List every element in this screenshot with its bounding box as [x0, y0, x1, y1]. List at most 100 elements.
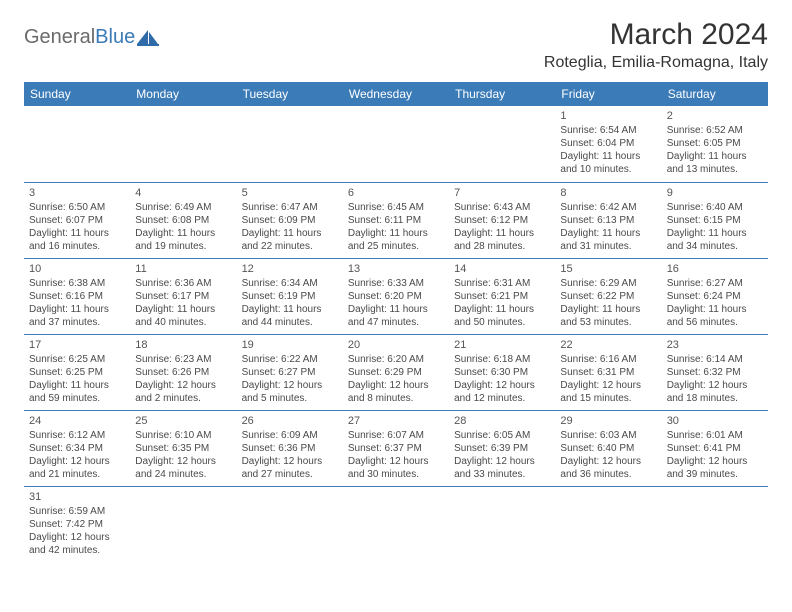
daylight1-text: Daylight: 12 hours: [454, 379, 550, 392]
sunrise-text: Sunrise: 6:40 AM: [667, 201, 763, 214]
daylight1-text: Daylight: 11 hours: [348, 303, 444, 316]
day-cell: 6Sunrise: 6:45 AMSunset: 6:11 PMDaylight…: [343, 182, 449, 258]
sunrise-text: Sunrise: 6:23 AM: [135, 353, 231, 366]
day-cell: 12Sunrise: 6:34 AMSunset: 6:19 PMDayligh…: [237, 258, 343, 334]
daylight2-text: and 8 minutes.: [348, 392, 444, 405]
sunrise-text: Sunrise: 6:34 AM: [242, 277, 338, 290]
day-cell: 9Sunrise: 6:40 AMSunset: 6:15 PMDaylight…: [662, 182, 768, 258]
daylight1-text: Daylight: 11 hours: [135, 227, 231, 240]
sunset-text: Sunset: 6:05 PM: [667, 137, 763, 150]
sunrise-text: Sunrise: 6:33 AM: [348, 277, 444, 290]
calendar-table: SundayMondayTuesdayWednesdayThursdayFrid…: [24, 82, 768, 562]
day-number: 10: [29, 262, 125, 276]
daylight2-text: and 37 minutes.: [29, 316, 125, 329]
daylight2-text: and 5 minutes.: [242, 392, 338, 405]
day-cell: 16Sunrise: 6:27 AMSunset: 6:24 PMDayligh…: [662, 258, 768, 334]
weekday-header: Saturday: [662, 82, 768, 106]
day-cell: 1Sunrise: 6:54 AMSunset: 6:04 PMDaylight…: [555, 106, 661, 182]
daylight2-text: and 21 minutes.: [29, 468, 125, 481]
daylight2-text: and 36 minutes.: [560, 468, 656, 481]
sunset-text: Sunset: 6:13 PM: [560, 214, 656, 227]
daylight1-text: Daylight: 11 hours: [135, 303, 231, 316]
empty-cell: [343, 106, 449, 182]
day-number: 21: [454, 338, 550, 352]
daylight2-text: and 34 minutes.: [667, 240, 763, 253]
day-number: 3: [29, 186, 125, 200]
sunrise-text: Sunrise: 6:52 AM: [667, 124, 763, 137]
month-title: March 2024: [544, 18, 768, 52]
day-cell: 20Sunrise: 6:20 AMSunset: 6:29 PMDayligh…: [343, 334, 449, 410]
day-cell: 21Sunrise: 6:18 AMSunset: 6:30 PMDayligh…: [449, 334, 555, 410]
day-number: 30: [667, 414, 763, 428]
day-cell: 17Sunrise: 6:25 AMSunset: 6:25 PMDayligh…: [24, 334, 130, 410]
day-cell: 28Sunrise: 6:05 AMSunset: 6:39 PMDayligh…: [449, 410, 555, 486]
sunset-text: Sunset: 6:30 PM: [454, 366, 550, 379]
daylight2-text: and 39 minutes.: [667, 468, 763, 481]
sunset-text: Sunset: 6:39 PM: [454, 442, 550, 455]
weekday-header: Friday: [555, 82, 661, 106]
daylight2-text: and 27 minutes.: [242, 468, 338, 481]
daylight2-text: and 13 minutes.: [667, 163, 763, 176]
day-cell: 13Sunrise: 6:33 AMSunset: 6:20 PMDayligh…: [343, 258, 449, 334]
sunrise-text: Sunrise: 6:25 AM: [29, 353, 125, 366]
calendar-head: SundayMondayTuesdayWednesdayThursdayFrid…: [24, 82, 768, 106]
daylight2-text: and 15 minutes.: [560, 392, 656, 405]
day-number: 31: [29, 490, 125, 504]
daylight1-text: Daylight: 11 hours: [560, 150, 656, 163]
day-number: 13: [348, 262, 444, 276]
daylight1-text: Daylight: 11 hours: [29, 379, 125, 392]
daylight1-text: Daylight: 12 hours: [560, 455, 656, 468]
day-number: 22: [560, 338, 656, 352]
day-cell: 25Sunrise: 6:10 AMSunset: 6:35 PMDayligh…: [130, 410, 236, 486]
weekday-header: Sunday: [24, 82, 130, 106]
title-block: March 2024 Roteglia, Emilia-Romagna, Ita…: [544, 18, 768, 72]
sunset-text: Sunset: 6:26 PM: [135, 366, 231, 379]
sunset-text: Sunset: 6:32 PM: [667, 366, 763, 379]
sunrise-text: Sunrise: 6:10 AM: [135, 429, 231, 442]
sunrise-text: Sunrise: 6:03 AM: [560, 429, 656, 442]
daylight1-text: Daylight: 11 hours: [560, 227, 656, 240]
sunset-text: Sunset: 6:29 PM: [348, 366, 444, 379]
empty-cell: [24, 106, 130, 182]
daylight2-text: and 28 minutes.: [454, 240, 550, 253]
empty-cell: [555, 486, 661, 562]
empty-cell: [237, 106, 343, 182]
day-cell: 24Sunrise: 6:12 AMSunset: 6:34 PMDayligh…: [24, 410, 130, 486]
empty-cell: [449, 486, 555, 562]
sunset-text: Sunset: 6:16 PM: [29, 290, 125, 303]
daylight1-text: Daylight: 12 hours: [29, 531, 125, 544]
day-number: 26: [242, 414, 338, 428]
daylight1-text: Daylight: 12 hours: [242, 379, 338, 392]
day-number: 24: [29, 414, 125, 428]
empty-cell: [343, 486, 449, 562]
sunset-text: Sunset: 6:37 PM: [348, 442, 444, 455]
sunrise-text: Sunrise: 6:20 AM: [348, 353, 444, 366]
day-number: 1: [560, 109, 656, 123]
calendar-row: 3Sunrise: 6:50 AMSunset: 6:07 PMDaylight…: [24, 182, 768, 258]
day-cell: 4Sunrise: 6:49 AMSunset: 6:08 PMDaylight…: [130, 182, 236, 258]
logo-text-blue: Blue: [95, 26, 135, 48]
daylight2-text: and 40 minutes.: [135, 316, 231, 329]
daylight2-text: and 30 minutes.: [348, 468, 444, 481]
daylight1-text: Daylight: 11 hours: [667, 150, 763, 163]
daylight1-text: Daylight: 12 hours: [135, 379, 231, 392]
weekday-header: Wednesday: [343, 82, 449, 106]
day-cell: 2Sunrise: 6:52 AMSunset: 6:05 PMDaylight…: [662, 106, 768, 182]
logo-text: GeneralBlue: [24, 26, 135, 49]
sunset-text: Sunset: 6:22 PM: [560, 290, 656, 303]
sunset-text: Sunset: 6:41 PM: [667, 442, 763, 455]
day-number: 18: [135, 338, 231, 352]
sunset-text: Sunset: 6:36 PM: [242, 442, 338, 455]
day-number: 9: [667, 186, 763, 200]
sunset-text: Sunset: 6:21 PM: [454, 290, 550, 303]
daylight1-text: Daylight: 12 hours: [29, 455, 125, 468]
daylight1-text: Daylight: 12 hours: [135, 455, 231, 468]
sail-icon: [137, 30, 159, 46]
sunrise-text: Sunrise: 6:27 AM: [667, 277, 763, 290]
day-number: 14: [454, 262, 550, 276]
daylight2-text: and 31 minutes.: [560, 240, 656, 253]
daylight1-text: Daylight: 12 hours: [454, 455, 550, 468]
calendar-row: 10Sunrise: 6:38 AMSunset: 6:16 PMDayligh…: [24, 258, 768, 334]
sunset-text: Sunset: 6:04 PM: [560, 137, 656, 150]
day-cell: 26Sunrise: 6:09 AMSunset: 6:36 PMDayligh…: [237, 410, 343, 486]
